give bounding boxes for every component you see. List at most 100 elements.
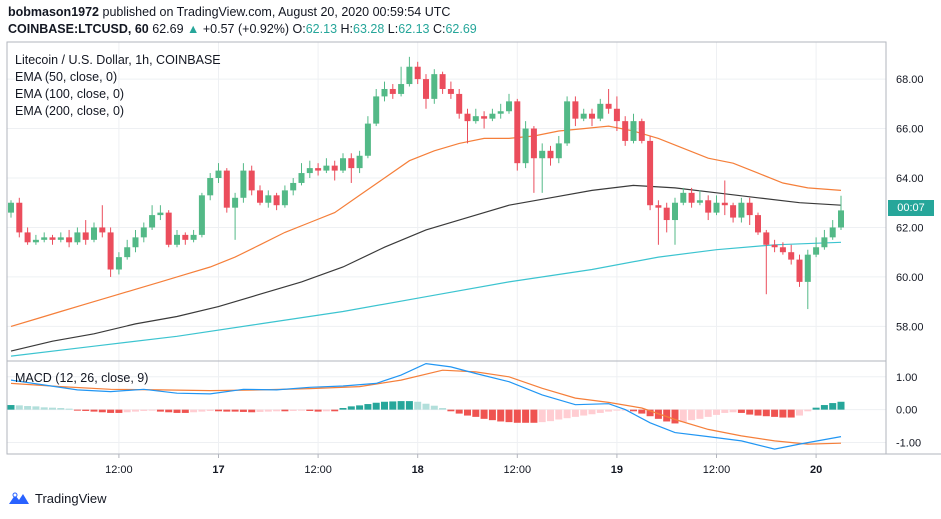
chart-title[interactable]: Litecoin / U.S. Dollar, 1h, COINBASE — [15, 53, 221, 67]
tradingview-brand[interactable]: TradingView — [35, 491, 107, 506]
author-name[interactable]: bobmason1972 — [8, 5, 100, 19]
legend-ema50[interactable]: EMA (50, close, 0) — [15, 70, 118, 84]
tradingview-logo-icon[interactable] — [8, 492, 30, 506]
candle-down — [439, 74, 446, 89]
last-price: 62.69 — [152, 22, 184, 36]
histogram-bar — [215, 409, 222, 412]
symbol-interval: COINBASE:LTCUSD, 60 — [8, 22, 149, 36]
candle-down — [447, 88, 454, 94]
candle-up — [323, 165, 330, 171]
legend-ema100[interactable]: EMA (100, close, 0) — [15, 87, 125, 101]
macd-y-tick-label: 1.00 — [896, 372, 917, 384]
y-tick-label: 64.00 — [896, 173, 924, 185]
histogram-bar — [530, 409, 538, 423]
candle-up — [564, 101, 571, 144]
grid — [7, 42, 886, 454]
candle-down — [456, 93, 463, 114]
candle-up — [240, 170, 247, 198]
histogram-bar — [156, 409, 164, 412]
y-tick-label: 68.00 — [896, 74, 924, 86]
candles[interactable] — [8, 56, 844, 310]
histogram-bar — [571, 409, 579, 417]
low-value: 62.13 — [398, 22, 430, 36]
signal-line — [10, 369, 842, 445]
macd-legend[interactable]: MACD (12, 26, close, 9) — [15, 371, 149, 385]
candle-down — [788, 252, 795, 260]
candle-down — [49, 237, 56, 240]
histogram-bar — [57, 408, 65, 410]
candle-down — [647, 140, 654, 206]
histogram-bar — [190, 409, 198, 413]
candle-up — [57, 237, 64, 240]
histogram-bar — [7, 405, 15, 410]
histogram-bar — [231, 409, 239, 412]
histogram-bar — [281, 409, 289, 412]
candle-down — [273, 195, 280, 206]
histogram-bar — [555, 409, 563, 420]
legend-ema200[interactable]: EMA (200, close, 0) — [15, 104, 125, 118]
high-value: 63.28 — [353, 22, 385, 36]
histogram-bar — [322, 409, 330, 412]
ema-lines — [10, 125, 842, 357]
histogram-bar — [339, 408, 347, 410]
footer: TradingView — [8, 491, 107, 506]
x-tick-label: 12:00 — [703, 464, 731, 476]
candle-down — [464, 113, 471, 122]
candle-down — [99, 227, 106, 233]
ema100-line — [10, 184, 842, 352]
histogram-bar — [721, 409, 729, 413]
histogram-bar — [298, 409, 305, 411]
histogram-bar — [364, 404, 372, 410]
histogram-bar — [447, 409, 455, 412]
y-tick-label: 58.00 — [896, 321, 924, 333]
histogram-bar — [123, 409, 131, 413]
histogram-bar — [98, 409, 106, 413]
candle-down — [414, 66, 421, 80]
candle-up — [489, 113, 496, 119]
histogram-bar — [787, 409, 795, 418]
x-tick-label: 17 — [212, 464, 224, 476]
histogram-bar — [837, 401, 845, 410]
histogram-bar — [32, 406, 40, 410]
histogram-bar — [779, 409, 787, 418]
candle-up — [41, 237, 48, 240]
histogram-bar — [547, 409, 554, 422]
candle-up — [696, 200, 703, 203]
candle-up — [738, 202, 745, 218]
histogram-bar — [140, 409, 148, 411]
chart-legend: Litecoin / U.S. Dollar, 1h, COINBASE EMA… — [15, 52, 221, 120]
candle-up — [373, 96, 380, 124]
candle-down — [331, 165, 338, 171]
histogram-bar — [372, 402, 380, 410]
histogram-bar — [430, 405, 438, 410]
histogram-bar — [646, 409, 654, 417]
candle-down — [638, 121, 645, 141]
histogram-bar — [264, 409, 272, 412]
histogram-bar — [696, 409, 704, 419]
candle-down — [613, 108, 620, 122]
candle-up — [356, 155, 363, 169]
candle-down — [589, 113, 595, 119]
candle-down — [257, 190, 263, 203]
histogram-bar — [771, 409, 779, 417]
candle-up — [340, 158, 346, 171]
histogram-bar — [754, 409, 762, 416]
candle-up — [8, 202, 14, 213]
histogram-bar — [148, 409, 156, 411]
open-label: O: — [292, 22, 306, 36]
candle-down — [348, 158, 355, 169]
candle-up — [555, 143, 562, 159]
histogram-bar — [704, 409, 712, 417]
x-tick-label: 18 — [412, 464, 424, 476]
change-arrow-icon: ▲ — [187, 22, 200, 36]
histogram-bar — [497, 409, 505, 422]
candle-up — [522, 128, 529, 164]
histogram-bar — [505, 409, 513, 423]
histogram-bar — [688, 409, 696, 421]
candle-up — [124, 247, 131, 258]
close-label: C: — [432, 22, 446, 36]
candle-down — [688, 192, 695, 203]
histogram-bar — [563, 409, 571, 419]
histogram-bar — [455, 409, 463, 414]
